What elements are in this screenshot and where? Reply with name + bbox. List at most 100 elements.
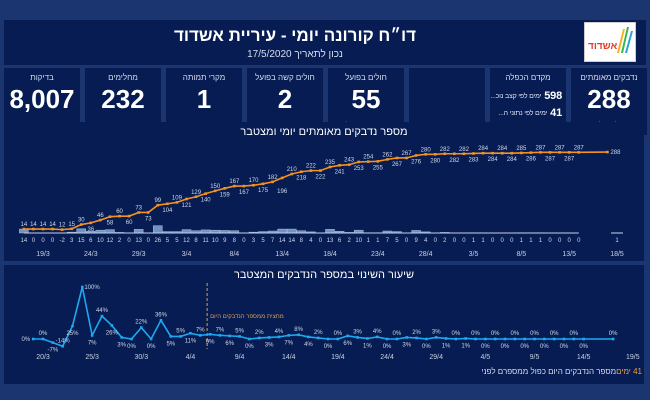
daily-label: 1 [529,238,533,244]
cumulative-label: 282 [440,147,451,153]
growth-point [611,337,615,341]
growth-label: 5% [235,328,244,334]
growth-label: 7% [196,327,205,333]
cumulative-label: 282 [459,147,470,153]
growth-label: 8% [294,327,303,333]
doubling-text: ימים לפי נתוני ה... [498,109,548,117]
growth-label: 7% [88,340,97,346]
growth-label: 0% [422,344,431,350]
cumulative-point [472,152,475,155]
cumulative-point [70,227,74,231]
growth-point [100,314,104,318]
cumulative-point [233,184,236,188]
daily-label: 5 [175,238,179,244]
cumulative-label: 15 [68,222,75,228]
cumulative-label: 73 [135,205,142,211]
kpi-value: 288 [587,84,631,114]
cumulative-point [79,223,83,226]
growth-label: 44% [96,308,109,314]
doubling-value: 598 [544,90,562,102]
daily-label: 2 [118,238,122,244]
growth-label: 0% [520,344,529,350]
cumulative-label: 167 [239,190,250,196]
growth-point [179,335,182,338]
cumulative-point [338,163,341,167]
x-tick-label: 30/3 [134,354,148,361]
growth-point [454,337,458,341]
daily-label: 1 [376,238,380,244]
cumulative-point [22,227,26,231]
cumulative-label: 73 [145,216,152,222]
cumulative-point [433,153,437,156]
cumulative-point [500,151,504,155]
x-tick-label: 29/4 [429,354,443,361]
growth-point [356,336,359,339]
kpi-value: 8,007 [9,84,75,114]
growth-point [375,335,379,339]
daily-bar [133,229,144,234]
daily-label: 1 [615,238,619,244]
cumulative-label: 14 [40,222,47,228]
growth-label: 3% [353,329,362,335]
cumulative-point [252,183,255,187]
daily-label: 2 [347,238,351,244]
daily-label: 1 [520,238,524,244]
cumulative-label: 284 [497,146,508,152]
cumulative-point [32,227,35,231]
growth-label: 2% [255,330,264,336]
x-tick-label: 8/5 [516,251,526,258]
growth-label: 0% [569,331,578,337]
growth-point [474,337,477,341]
doubling-row: 41 ימים לפי נתוני ה... [498,107,562,119]
kpi-label: מקרי תמותה [182,73,226,82]
cumulative-label: 159 [220,192,231,198]
growth-label: 3% [117,342,126,348]
growth-label: 4% [275,329,284,335]
cumulative-point [386,158,389,161]
cumulative-point [357,160,361,164]
growth-point [189,331,192,335]
daily-label: 0 [568,238,572,244]
growth-label: 0% [540,344,549,350]
cumulative-label: 222 [306,164,317,170]
growth-label: 1% [442,343,451,349]
growth-label: 0% [127,344,136,350]
cumulative-point [529,151,533,154]
growth-point [71,324,74,328]
daily-label: 0 [405,238,409,244]
growth-point [326,337,330,341]
growth-point [415,336,418,340]
cumulative-point [395,156,399,160]
cumulative-point [146,211,150,214]
cumulative-label: 182 [268,175,279,181]
cumulative-label: 99 [154,198,161,204]
cumulative-label: 36 [87,227,94,233]
cumulative-point [60,228,64,231]
growth-label: 0% [491,331,500,337]
cumulative-point [347,163,351,167]
cumulative-line [23,151,579,231]
cumulative-label: 284 [488,157,499,163]
daily-label: 1 [367,238,371,244]
daily-label: 0 [127,238,131,244]
growth-label: 22% [135,320,148,326]
growth-point [149,337,153,341]
daily-label: 1 [481,238,485,244]
growth-label: -7% [47,348,58,354]
daily-label: 7 [271,238,275,244]
cumulative-point [300,170,303,174]
doubling-row: 598 ימים לפי קצב נוכ... [490,90,562,102]
growth-point [31,337,35,341]
cumulative-label: 253 [354,166,365,172]
daily-label: 5 [395,238,399,244]
daily-label: 0 [491,238,495,244]
daily-label: 0 [242,238,246,244]
cumulative-point [376,160,380,163]
growth-label: 0% [560,344,569,350]
x-tick-label: 9/4 [235,354,245,361]
growth-point [533,337,536,341]
x-tick-label: 25/3 [85,354,99,361]
x-tick-label: 13/4 [275,251,289,258]
growth-point [484,337,487,341]
daily-label: 1 [539,238,543,244]
